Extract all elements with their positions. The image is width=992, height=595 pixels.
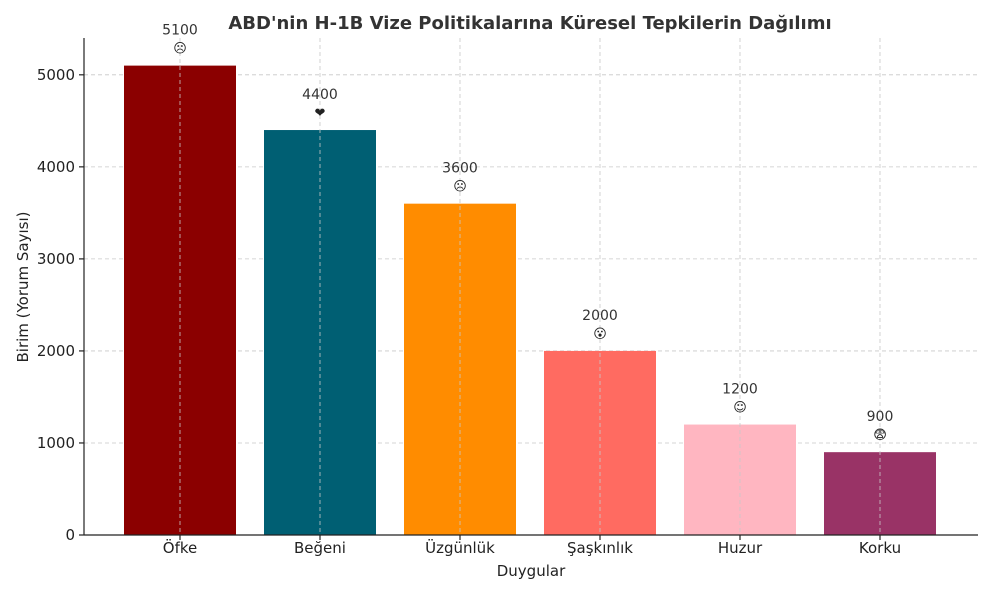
emoji-label: ☹ xyxy=(173,42,187,57)
value-label: 2000 xyxy=(582,308,618,324)
emoji-label: ❤ xyxy=(315,106,326,121)
value-label: 900 xyxy=(867,409,894,425)
x-axis-label: Duygular xyxy=(497,562,566,580)
value-labels: 5100 ☹ 4400 ❤ 3600 ☹ 2000 😮 1200 ☺ 900 😨 xyxy=(162,23,893,535)
value-label: 4400 xyxy=(302,87,338,103)
chart-title: ABD'nin H-1B Vize Politikalarına Küresel… xyxy=(228,13,831,34)
x-tick-label: Huzur xyxy=(718,539,763,557)
axes xyxy=(83,38,978,536)
emoji-label: ☺ xyxy=(733,401,747,416)
x-tick-label: Beğeni xyxy=(294,539,346,557)
bars xyxy=(124,65,936,535)
y-tick-label: 1000 xyxy=(37,434,75,452)
x-tick-label: Korku xyxy=(859,539,901,557)
y-axis-label: Birim (Yorum Sayısı) xyxy=(14,211,32,362)
x-tick-label: Üzgünlük xyxy=(425,538,495,557)
y-tick-label: 0 xyxy=(65,526,75,544)
y-tick-label: 4000 xyxy=(37,158,75,176)
x-tick-label: Şaşkınlık xyxy=(567,539,633,557)
value-label: 1200 xyxy=(722,382,758,398)
y-tick-label: 2000 xyxy=(37,342,75,360)
emoji-label: 😨 xyxy=(873,428,887,443)
y-ticks: 0 1000 2000 3000 4000 5000 xyxy=(37,66,84,544)
y-tick-label: 3000 xyxy=(37,250,75,268)
value-label: 3600 xyxy=(442,161,478,177)
value-label: 5100 xyxy=(162,23,198,39)
x-ticks: Öfke Beğeni Üzgünlük Şaşkınlık Huzur Korku xyxy=(163,535,901,557)
emoji-label: ☹ xyxy=(453,180,467,195)
emoji-label: 😮 xyxy=(593,327,607,342)
y-tick-label: 5000 xyxy=(37,66,75,84)
x-tick-label: Öfke xyxy=(163,538,197,557)
